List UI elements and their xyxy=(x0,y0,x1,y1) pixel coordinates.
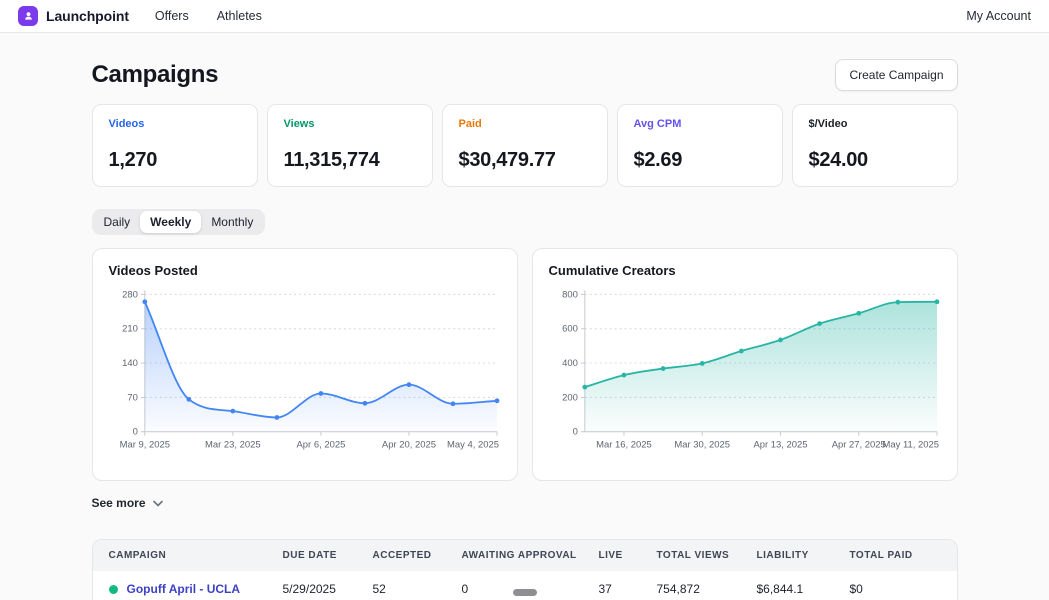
svg-text:200: 200 xyxy=(562,392,578,403)
svg-text:May 4, 2025: May 4, 2025 xyxy=(447,440,499,451)
col-due-date: Due Date xyxy=(283,540,373,571)
videos-posted-chart-card: Videos Posted 0 70 140 210 280 Mar 9, 2025 Mar… xyxy=(92,248,518,481)
see-more-toggle[interactable]: See more xyxy=(92,496,163,510)
charts-row: Videos Posted 0 70 140 210 280 Mar 9, 2025 Mar… xyxy=(92,248,958,481)
stat-card-avg-cpm: Avg CPM $2.69 xyxy=(617,104,783,187)
svg-text:0: 0 xyxy=(132,427,137,438)
col-accepted: Accepted xyxy=(373,540,462,571)
svg-text:Mar 23, 2025: Mar 23, 2025 xyxy=(205,440,261,451)
stat-value-videos: 1,270 xyxy=(109,149,241,172)
svg-text:Mar 9, 2025: Mar 9, 2025 xyxy=(119,440,169,451)
top-nav: Launchpoint Offers Athletes My Account xyxy=(0,0,1049,33)
cumulative-creators-chart-title: Cumulative Creators xyxy=(549,263,941,278)
svg-text:280: 280 xyxy=(122,289,138,300)
main-content: Campaigns Create Campaign Videos 1,270 V… xyxy=(92,59,958,600)
svg-text:Apr 13, 2025: Apr 13, 2025 xyxy=(753,440,807,451)
my-account-link[interactable]: My Account xyxy=(966,9,1031,23)
see-more-label: See more xyxy=(92,496,146,510)
svg-text:Apr 27, 2025: Apr 27, 2025 xyxy=(831,440,885,451)
col-live: Live xyxy=(599,540,657,571)
cell-total-views: 754,872 xyxy=(657,571,757,600)
launchpoint-logo[interactable] xyxy=(18,6,38,26)
chevron-down-icon xyxy=(153,500,163,507)
col-total-paid: Total Paid xyxy=(850,540,957,571)
stat-label-per-video: $/Video xyxy=(809,118,941,130)
tab-monthly[interactable]: Monthly xyxy=(201,211,263,233)
col-liability: Liability xyxy=(757,540,850,571)
stat-label-avg-cpm: Avg CPM xyxy=(634,118,766,130)
stat-label-views: Views xyxy=(284,118,416,130)
cell-due-date: 5/29/2025 xyxy=(283,571,373,600)
svg-text:210: 210 xyxy=(122,324,138,335)
stat-card-per-video: $/Video $24.00 xyxy=(792,104,958,187)
stat-value-views: 11,315,774 xyxy=(284,149,416,172)
period-tabs: Daily Weekly Monthly xyxy=(92,209,266,235)
status-dot xyxy=(109,585,118,594)
svg-text:70: 70 xyxy=(127,392,138,403)
svg-text:400: 400 xyxy=(562,358,578,369)
stat-card-views: Views 11,315,774 xyxy=(267,104,433,187)
tab-weekly[interactable]: Weekly xyxy=(140,211,201,233)
table-header-row: Campaign Due Date Accepted Awaiting Appr… xyxy=(93,540,957,571)
stat-label-paid: Paid xyxy=(459,118,591,130)
cumulative-creators-chart[interactable]: 0 200 400 600 800 Mar 16, 2025 Mar 30, 2025 Apr… xyxy=(549,286,941,464)
stat-card-paid: Paid $30,479.77 xyxy=(442,104,608,187)
stat-cards-row: Videos 1,270 Views 11,315,774 Paid $30,4… xyxy=(92,104,958,187)
svg-text:0: 0 xyxy=(572,427,577,438)
create-campaign-button[interactable]: Create Campaign xyxy=(835,59,957,91)
nav-item-athletes[interactable]: Athletes xyxy=(217,9,262,23)
svg-text:Apr 20, 2025: Apr 20, 2025 xyxy=(381,440,435,451)
brand-name: Launchpoint xyxy=(46,8,129,24)
stat-card-videos: Videos 1,270 xyxy=(92,104,258,187)
stat-value-avg-cpm: $2.69 xyxy=(634,149,766,172)
svg-text:Mar 16, 2025: Mar 16, 2025 xyxy=(596,440,652,451)
col-campaign: Campaign xyxy=(93,540,283,571)
col-total-views: Total Views xyxy=(657,540,757,571)
videos-posted-chart-title: Videos Posted xyxy=(109,263,501,278)
col-awaiting-approval: Awaiting Approval xyxy=(462,540,599,571)
videos-posted-chart[interactable]: 0 70 140 210 280 Mar 9, 2025 Mar 23, 2025 Apr 6… xyxy=(109,286,501,464)
primary-nav: Offers Athletes xyxy=(155,9,262,23)
tab-daily[interactable]: Daily xyxy=(94,211,141,233)
svg-text:Mar 30, 2025: Mar 30, 2025 xyxy=(674,440,730,451)
svg-text:800: 800 xyxy=(562,289,578,300)
horizontal-scrollbar-thumb[interactable] xyxy=(513,589,537,596)
cell-liability: $6,844.1 xyxy=(757,571,850,600)
page-title: Campaigns xyxy=(92,61,219,89)
svg-text:140: 140 xyxy=(122,358,138,369)
nav-item-offers[interactable]: Offers xyxy=(155,9,189,23)
cumulative-creators-chart-card: Cumulative Creators 0 200 400 600 800 Mar 16,… xyxy=(532,248,958,481)
cell-live: 37 xyxy=(599,571,657,600)
cell-accepted: 52 xyxy=(373,571,462,600)
campaign-link[interactable]: Gopuff April - UCLA xyxy=(127,582,241,596)
cell-total-paid: $0 xyxy=(850,571,957,600)
person-icon xyxy=(23,11,34,22)
stat-value-per-video: $24.00 xyxy=(809,149,941,172)
stat-label-videos: Videos xyxy=(109,118,241,130)
svg-text:Apr 6, 2025: Apr 6, 2025 xyxy=(296,440,345,451)
svg-text:600: 600 xyxy=(562,324,578,335)
svg-text:May 11, 2025: May 11, 2025 xyxy=(882,440,939,451)
stat-value-paid: $30,479.77 xyxy=(459,149,591,172)
